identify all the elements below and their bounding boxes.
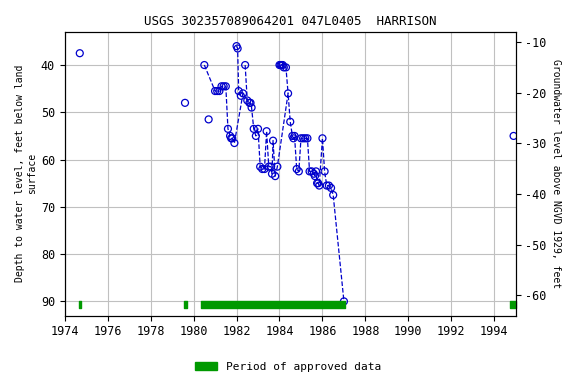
Point	[307, 168, 316, 174]
Point	[210, 88, 219, 94]
Point	[233, 45, 242, 51]
Point	[509, 133, 518, 139]
Point	[217, 83, 226, 89]
Point	[313, 180, 323, 186]
Point	[286, 119, 295, 125]
Legend: Period of approved data: Period of approved data	[191, 358, 385, 377]
Title: USGS 302357089064201 047L0405  HARRISON: USGS 302357089064201 047L0405 HARRISON	[144, 15, 437, 28]
Point	[278, 62, 287, 68]
Point	[276, 62, 285, 68]
Point	[75, 50, 84, 56]
Point	[262, 128, 271, 134]
Point	[256, 164, 265, 170]
Point	[289, 135, 298, 141]
Point	[249, 126, 259, 132]
Point	[271, 173, 280, 179]
Point	[232, 43, 241, 49]
Point	[298, 135, 308, 141]
Point	[294, 168, 304, 174]
Point	[267, 170, 276, 177]
Point	[251, 133, 260, 139]
Point	[310, 173, 320, 179]
Point	[292, 166, 301, 172]
Point	[318, 135, 327, 141]
Point	[247, 104, 256, 111]
Point	[221, 83, 230, 89]
Point	[223, 126, 233, 132]
Point	[204, 116, 213, 122]
Point	[200, 62, 209, 68]
Y-axis label: Groundwater level above NGVD 1929, feet: Groundwater level above NGVD 1929, feet	[551, 59, 561, 288]
Point	[257, 166, 267, 172]
Point	[320, 168, 329, 174]
Point	[277, 62, 286, 68]
Point	[266, 164, 275, 170]
Point	[241, 62, 250, 68]
Y-axis label: Depth to water level, feet below land
surface: Depth to water level, feet below land su…	[15, 65, 37, 283]
Point	[246, 100, 255, 106]
Point	[322, 182, 331, 189]
Point	[303, 135, 312, 141]
Point	[327, 185, 336, 191]
Point	[301, 135, 310, 141]
Point	[238, 90, 248, 96]
Point	[312, 168, 321, 174]
Point	[328, 192, 338, 198]
Point	[228, 135, 237, 141]
Point	[213, 88, 222, 94]
Point	[281, 65, 290, 71]
Point	[264, 164, 274, 170]
Point	[305, 168, 314, 174]
Point	[225, 133, 234, 139]
Point	[288, 133, 297, 139]
Point	[234, 88, 243, 94]
Point	[245, 100, 254, 106]
Point	[219, 83, 228, 89]
Point	[309, 170, 319, 177]
Point	[180, 100, 190, 106]
Point	[242, 98, 252, 104]
Point	[290, 133, 299, 139]
Point	[297, 135, 306, 141]
Point	[253, 126, 263, 132]
Point	[314, 182, 324, 189]
Point	[268, 137, 278, 144]
Point	[236, 93, 245, 99]
Point	[283, 90, 293, 96]
Point	[273, 164, 282, 170]
Point	[215, 88, 224, 94]
Point	[226, 135, 236, 141]
Point	[260, 166, 269, 172]
Point	[230, 140, 239, 146]
Point	[275, 62, 284, 68]
Point	[339, 298, 348, 305]
Point	[324, 182, 334, 189]
Point	[312, 180, 321, 186]
Point	[279, 65, 289, 71]
